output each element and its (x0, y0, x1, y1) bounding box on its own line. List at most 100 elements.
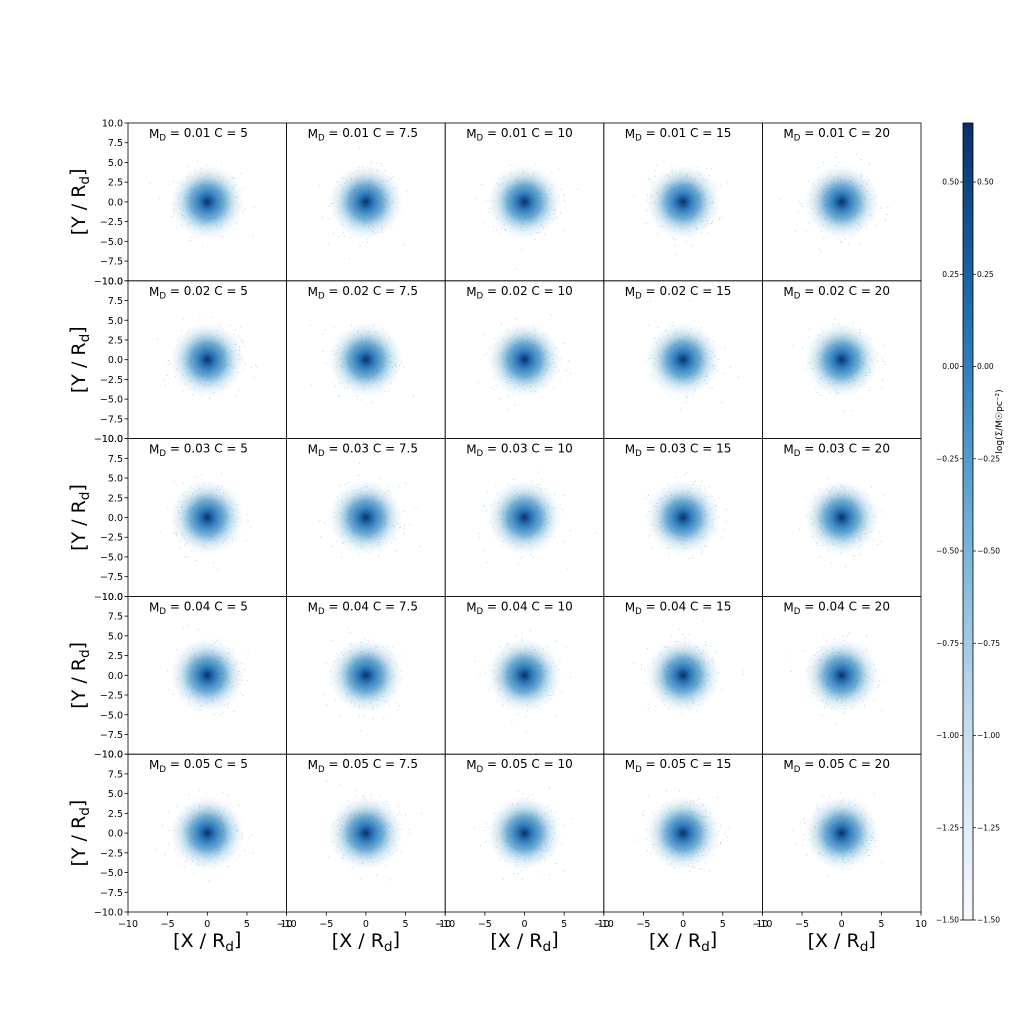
density-point (405, 482, 407, 484)
density-point (521, 249, 523, 251)
density-point (808, 328, 810, 330)
density-blob (169, 321, 246, 398)
density-point (398, 705, 400, 707)
density-point (325, 662, 327, 664)
density-point (394, 551, 396, 553)
density-point (555, 640, 557, 642)
density-point (882, 345, 884, 347)
density-point (363, 715, 365, 717)
density-point (233, 711, 235, 713)
density-point (486, 491, 488, 492)
density-blob (645, 321, 722, 398)
density-point (550, 314, 552, 316)
panel: MD = 0.04 C = 15 (603, 596, 763, 755)
density-point (357, 475, 359, 477)
density-point (195, 560, 197, 561)
density-point (196, 476, 198, 478)
density-point (881, 387, 883, 389)
density-point (246, 680, 248, 681)
panel-title: MD = 0.03 C = 15 (625, 442, 732, 460)
panel: MD = 0.03 C = 20 (762, 438, 922, 597)
density-point (718, 217, 720, 219)
density-point (182, 390, 184, 392)
density-point (227, 706, 229, 708)
density-point (493, 389, 495, 391)
panel: MD = 0.04 C = 7.5 (286, 596, 446, 755)
density-point (167, 364, 169, 366)
density-point (332, 381, 334, 383)
density-point (338, 236, 340, 238)
density-blob (327, 637, 404, 714)
density-point (187, 165, 189, 167)
density-point (718, 219, 720, 221)
density-point (202, 245, 204, 247)
density-point (633, 662, 635, 664)
panel-title: MD = 0.04 C = 5 (149, 599, 248, 617)
density-point (563, 195, 565, 197)
y-tick-label: −10.0 (94, 592, 123, 603)
density-blob (645, 479, 722, 556)
density-point (525, 716, 527, 717)
density-point (238, 335, 239, 337)
density-point (705, 641, 707, 643)
density-point (690, 557, 692, 559)
density-point (334, 698, 336, 700)
density-point (253, 376, 255, 378)
y-tick-label: −7.5 (100, 572, 123, 583)
density-point (403, 244, 405, 246)
density-point (884, 364, 886, 365)
density-point (833, 396, 835, 398)
density-point (359, 245, 361, 247)
density-point (669, 395, 671, 397)
density-point (357, 399, 359, 401)
density-point (595, 532, 597, 534)
density-point (163, 379, 164, 381)
density-point (648, 495, 649, 496)
panel-title: MD = 0.02 C = 5 (149, 284, 248, 302)
density-point (883, 360, 885, 362)
density-point (168, 360, 170, 361)
density-point (487, 561, 489, 563)
density-point (819, 394, 820, 396)
density-point (415, 507, 417, 509)
density-point (705, 644, 707, 646)
density-point (338, 394, 340, 396)
density-point (234, 228, 236, 230)
density-point (708, 486, 710, 487)
y-tick-label: −5.0 (100, 237, 123, 248)
density-point (511, 721, 513, 723)
y-tick-label: 7.5 (108, 612, 123, 623)
panel: MD = 0.02 C = 15 (603, 280, 763, 439)
density-point (560, 188, 562, 190)
density-point (326, 704, 328, 706)
density-point (375, 162, 377, 164)
y-axis-label: [Y / Rd] (66, 168, 93, 235)
density-point (792, 345, 794, 346)
panel-title: MD = 0.01 C = 10 (466, 126, 573, 144)
density-point (371, 161, 373, 163)
density-point (815, 388, 817, 390)
density-point (688, 558, 690, 560)
density-point (247, 520, 249, 522)
density-point (358, 147, 360, 149)
density-point (654, 175, 656, 177)
density-point (309, 324, 311, 326)
density-point (169, 184, 171, 186)
density-point (172, 693, 174, 695)
y-tick-label: −2.5 (100, 533, 123, 544)
density-point (167, 508, 169, 510)
density-point (332, 232, 334, 234)
density-point (648, 708, 650, 710)
density-point (478, 537, 480, 538)
density-point (254, 364, 256, 366)
density-point (496, 229, 498, 231)
density-point (647, 494, 649, 496)
density-point (229, 324, 231, 326)
density-point (881, 358, 883, 360)
density-point (167, 670, 169, 672)
density-blob (327, 163, 404, 240)
density-point (491, 386, 493, 388)
density-point (530, 630, 531, 631)
density-point (648, 177, 650, 179)
density-point (220, 714, 222, 716)
